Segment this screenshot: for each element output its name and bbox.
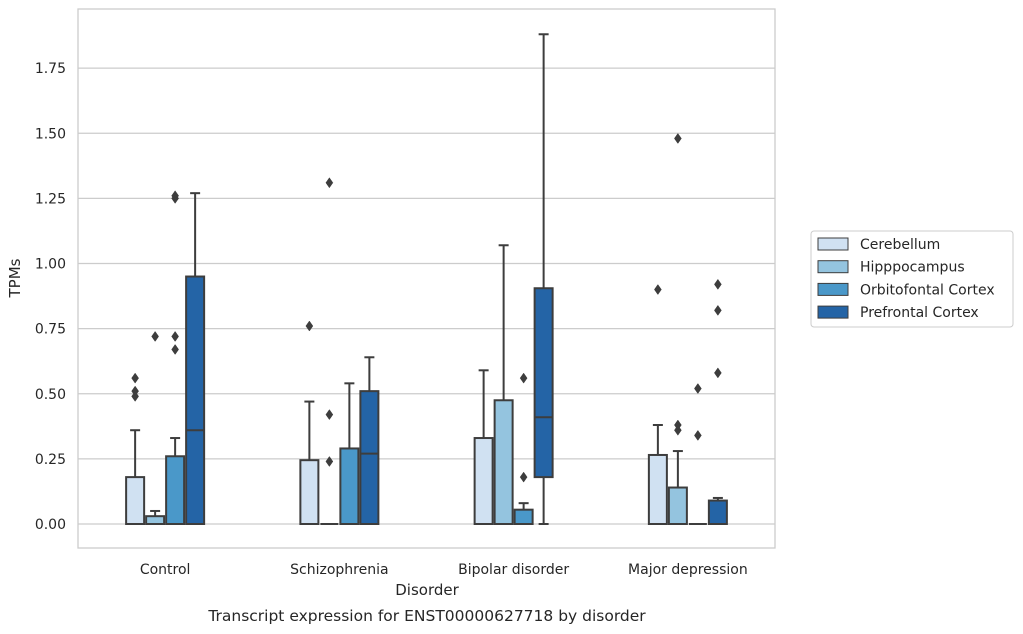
iqr-box xyxy=(359,390,380,525)
x-tick-label: Major depression xyxy=(628,562,748,578)
plot-frame xyxy=(77,8,776,549)
box-2-3 xyxy=(688,383,707,525)
box-2-1 xyxy=(339,382,360,525)
iqr-box xyxy=(493,399,514,526)
x-axis-title: Disorder xyxy=(395,581,459,599)
outlier-point xyxy=(171,190,179,202)
outlier-point xyxy=(714,278,722,290)
y-tick-label: 1.50 xyxy=(35,126,66,142)
y-tick-label: 1.25 xyxy=(35,191,66,207)
box-1-3 xyxy=(667,133,688,525)
box-1-0 xyxy=(145,331,166,525)
boxes-layer xyxy=(125,33,728,526)
y-tick-label: 0.75 xyxy=(35,322,66,338)
legend-label: Hipppocampus xyxy=(860,260,965,276)
outlier-point xyxy=(151,331,159,342)
legend-label: Cerebellum xyxy=(860,237,940,253)
y-tick-label: 1.00 xyxy=(35,257,66,273)
outlier-point xyxy=(519,372,528,384)
box-3-1 xyxy=(359,356,380,525)
box-2-0 xyxy=(165,190,186,525)
iqr-box xyxy=(533,287,554,479)
legend-swatch xyxy=(817,237,849,251)
x-tick-label: Schizophrenia xyxy=(290,562,388,578)
iqr-box xyxy=(707,499,728,525)
y-tick-label: 0.50 xyxy=(35,387,66,403)
x-tick-label: Control xyxy=(140,562,191,578)
box-0-3 xyxy=(647,284,668,525)
iqr-box xyxy=(667,486,688,525)
legend-swatch xyxy=(817,260,849,274)
outlier-point xyxy=(674,133,682,144)
legend-label: Orbitofontal Cortex xyxy=(860,282,995,298)
outlier-point xyxy=(171,331,179,342)
outlier-point xyxy=(714,367,722,379)
outlier-point xyxy=(519,471,528,483)
y-tick-label: 1.75 xyxy=(35,61,66,77)
outlier-point xyxy=(131,385,139,397)
box-1-2 xyxy=(493,244,514,526)
y-tick-label: 0.00 xyxy=(35,517,66,533)
iqr-box xyxy=(473,437,494,525)
iqr-box xyxy=(185,275,206,525)
y-axis-title: TPMs xyxy=(6,258,24,298)
x-tick-label: Bipolar disorder xyxy=(458,562,569,578)
box-0-0 xyxy=(125,372,146,525)
legend-swatch xyxy=(817,282,849,296)
iqr-box xyxy=(145,515,166,525)
iqr-box xyxy=(513,508,534,525)
outlier-point xyxy=(654,284,662,295)
box-3-2 xyxy=(533,33,554,525)
iqr-box xyxy=(125,476,146,525)
outlier-point xyxy=(305,320,314,332)
legend-frame xyxy=(810,230,1014,328)
iqr-box xyxy=(647,453,668,525)
outlier-point xyxy=(171,344,179,355)
outlier-point xyxy=(714,304,722,316)
outlier-point xyxy=(694,383,702,394)
chart-caption: Transcript expression for ENST0000062771… xyxy=(207,607,646,625)
box-0-1 xyxy=(299,320,320,525)
x-tick-labels: Control Schizophrenia Bipolar disorder Majo… xyxy=(140,562,748,578)
box-2-2 xyxy=(513,372,534,525)
legend-items: Cerebellum Hipppocampus Orbitofontal Corte… xyxy=(817,237,995,321)
box-0-2 xyxy=(473,369,494,525)
legend-swatch xyxy=(817,305,849,319)
y-tick-label: 0.25 xyxy=(35,452,66,468)
legend-label: Prefrontal Cortex xyxy=(860,305,979,321)
outlier-point xyxy=(694,429,702,441)
y-tick-labels: 0.00 0.25 0.50 0.75 1.00 1.25 1.50 1.75 xyxy=(35,61,66,533)
outlier-point xyxy=(131,372,139,384)
iqr-box xyxy=(339,447,360,525)
outlier-point xyxy=(674,419,682,431)
iqr-box xyxy=(165,455,186,525)
outlier-point xyxy=(325,456,334,467)
box-3-3 xyxy=(707,278,728,525)
outlier-point xyxy=(325,177,334,189)
iqr-box xyxy=(299,459,320,525)
legend: Cerebellum Hipppocampus Orbitofontal Corte… xyxy=(810,230,1014,328)
box-1-1 xyxy=(320,177,339,525)
box-3-0 xyxy=(185,192,206,525)
outlier-point xyxy=(325,409,334,421)
